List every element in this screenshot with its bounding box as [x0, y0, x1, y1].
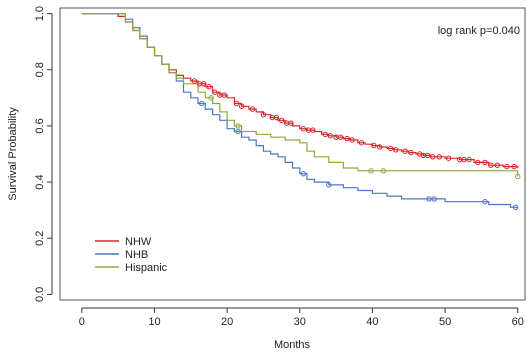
censor-mark-nhw	[511, 163, 517, 170]
censor-mark-nhw	[288, 120, 294, 126]
censor-mark-nhw	[387, 145, 394, 152]
censor-mark-nhw	[482, 159, 488, 166]
censor-mark-nhb	[482, 199, 488, 205]
censor-mark-nhw	[221, 92, 227, 98]
x-tick-label: 60	[512, 316, 524, 328]
censor-mark-nhw	[446, 155, 452, 161]
legend-label-nhb: NHB	[125, 249, 148, 261]
censor-mark-nhw	[371, 142, 377, 149]
censor-mark-nhw	[201, 81, 207, 87]
censor-mark-nhw	[488, 162, 494, 168]
censor-mark-nhw	[327, 133, 333, 139]
plot-frame	[59, 7, 526, 301]
censor-mark-nhw	[337, 134, 344, 140]
censor-mark-nhb	[235, 128, 241, 135]
x-axis-title: Months	[274, 339, 311, 351]
legend-label-nhw: NHW	[125, 236, 152, 248]
censor-mark-nhw	[212, 89, 218, 95]
censor-mark-nhb	[198, 100, 205, 107]
censor-mark-nhw	[278, 117, 285, 124]
censor-mark-nhw	[249, 106, 256, 112]
x-axis: 0 10 20 30 40 50 60	[79, 307, 524, 328]
censor-mark-nhb	[326, 182, 332, 188]
censor-mark-nhw	[466, 156, 472, 163]
censor-mark-nhw	[233, 100, 240, 107]
y-axis: 0.0 0.2 0.4 0.6 0.8 1.0	[34, 6, 53, 302]
legend-label-hispanic: Hispanic	[125, 262, 168, 274]
y-tick-label: 0.6	[34, 118, 46, 133]
censor-mark-nhw	[402, 148, 408, 154]
censor-mark-nhw	[322, 131, 328, 138]
censor-mark-nhw	[238, 103, 245, 109]
censor-mark-nhw	[191, 78, 198, 84]
censor-mark-nhw	[300, 126, 307, 132]
censor-mark-nhw	[358, 140, 365, 146]
censor-mark-nhb	[431, 196, 437, 202]
x-tick-label: 50	[439, 316, 451, 328]
y-tick-label: 0.2	[34, 231, 46, 246]
y-tick-label: 1.0	[34, 6, 46, 21]
censor-mark-nhw	[430, 154, 436, 160]
censor-mark-hispanic	[380, 168, 387, 174]
censor-mark-nhw	[273, 114, 280, 121]
censor-mark-nhw	[344, 135, 350, 142]
censor-mark-nhw	[408, 149, 414, 156]
censor-mark-nhw	[349, 137, 355, 143]
censor-mark-nhw	[376, 144, 383, 150]
y-tick-label: 0.0	[34, 287, 46, 302]
censor-mark-nhb	[512, 204, 519, 211]
censor-mark-hispanic	[235, 123, 241, 129]
x-tick-label: 30	[294, 316, 306, 328]
censor-mark-hispanic	[368, 168, 374, 174]
logrank-annotation: log rank p=0.040	[438, 25, 520, 37]
x-tick-label: 20	[221, 316, 233, 328]
x-tick-label: 40	[366, 316, 378, 328]
censor-mark-nhw	[504, 163, 510, 170]
y-axis-title: Survival Probability	[7, 107, 19, 201]
series-line-hispanic	[81, 13, 519, 177]
survival-curves	[81, 13, 519, 208]
censor-mark-nhw	[461, 156, 467, 163]
censor-mark-nhw	[436, 154, 442, 160]
censor-mark-nhw	[310, 127, 316, 133]
censor-mark-nhw	[475, 159, 481, 166]
x-tick-label: 0	[79, 316, 85, 328]
censor-mark-hispanic	[208, 95, 214, 101]
censor-mark-nhw	[206, 83, 212, 90]
y-tick-label: 0.8	[34, 62, 46, 77]
y-tick-label: 0.4	[34, 174, 46, 189]
censor-mark-nhb	[426, 196, 432, 202]
censor-mark-hispanic	[515, 173, 521, 180]
censor-mark-nhw	[260, 111, 267, 118]
censor-marks	[191, 78, 521, 211]
x-tick-label: 10	[148, 316, 160, 328]
censor-mark-nhw	[424, 152, 431, 159]
censor-mark-nhw	[392, 147, 399, 153]
censor-mark-nhb	[300, 170, 307, 177]
censor-mark-nhw	[494, 162, 501, 168]
